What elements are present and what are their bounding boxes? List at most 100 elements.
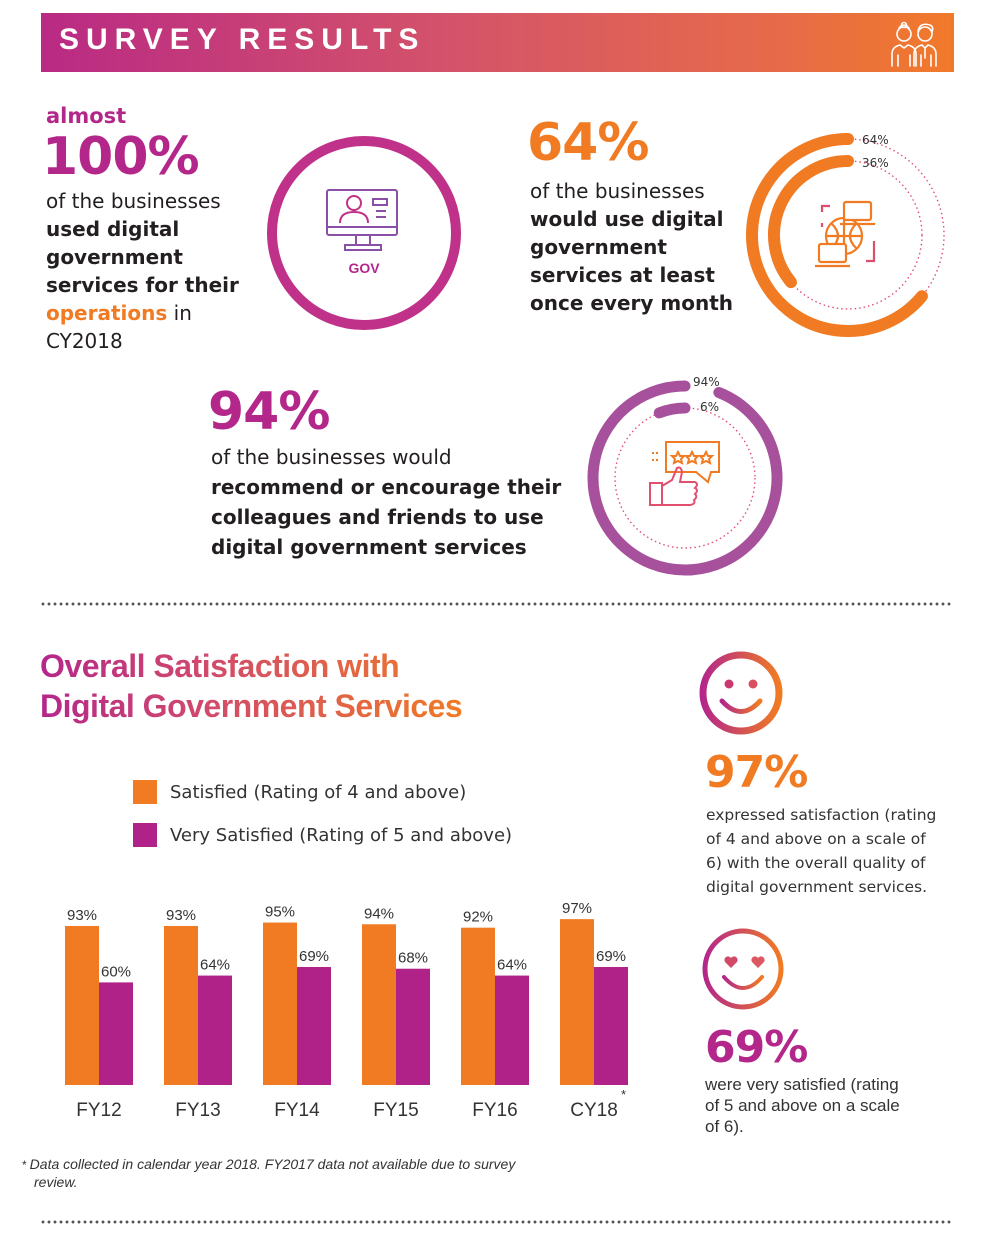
section-title: Overall Satisfaction with Digital Govern… (40, 646, 462, 726)
stat-usage-highlight-2: government (46, 245, 183, 269)
very-satisfied-text-2: of 5 and above on a scale (705, 1096, 900, 1115)
footnote-text-1: Data collected in calendar year 2018. FY… (29, 1156, 516, 1172)
satisfied-text-4: digital government services. (706, 878, 928, 896)
very-satisfied-value: 69% (705, 1022, 808, 1073)
category-label: FY14 (274, 1100, 320, 1121)
gov-label: GOV (348, 260, 380, 276)
very-satisfied-text-3: of 6). (705, 1117, 744, 1136)
section-title-line1: Overall Satisfaction with (40, 648, 400, 684)
legend-satisfied: Satisfied (Rating of 4 and above) (133, 780, 466, 804)
satisfied-text-3: 6) with the overall quality of (706, 854, 926, 872)
bar-value-label: 69% (299, 948, 329, 965)
people-icon (891, 21, 937, 67)
legend-label-satisfied: Satisfied (Rating of 4 and above) (170, 781, 467, 803)
bar-value-label: 94% (364, 905, 394, 922)
stat-recommend-highlight-1: recommend or encourage their (211, 475, 562, 499)
very-satisfied-description: were very satisfied (rating of 5 and abo… (705, 1074, 955, 1137)
ring-label-outer: 64% (862, 133, 889, 147)
bar-value-label: 92% (463, 909, 493, 926)
divider-top (40, 602, 952, 606)
stat-usage-year: CY2018 (46, 329, 123, 353)
bar-very-satisfied-fy16 (495, 975, 529, 1085)
legend-label-very-satisfied: Very Satisfied (Rating of 5 and above) (170, 824, 513, 846)
ring-arc-inner (653, 402, 691, 419)
stat-monthly: 64% of the businesses would use digital … (527, 113, 760, 317)
bar-satisfied-cy18 (560, 919, 594, 1085)
stat-monthly-highlight-3: services at least (530, 263, 715, 287)
stat-recommend-highlight-3: digital government services (211, 535, 527, 559)
globe-laptops-icon (815, 200, 876, 268)
category-label: FY15 (373, 1100, 418, 1121)
legend-very-satisfied: Very Satisfied (Rating of 5 and above) (133, 823, 512, 847)
bar-satisfied-fy12 (65, 925, 99, 1085)
ring-label-inner: 6% (700, 400, 719, 414)
bar-value-label: 60% (101, 963, 131, 980)
bar-very-satisfied-fy12 (99, 982, 133, 1085)
bar-very-satisfied-fy13 (198, 975, 232, 1085)
bar-value-label: 64% (200, 957, 230, 974)
bar-satisfied-fy16 (461, 927, 495, 1085)
stat-usage: almost 100% of the businesses used digit… (42, 103, 276, 355)
category-label: CY18 (570, 1100, 618, 1121)
stat-usage-suffix: in (167, 301, 192, 325)
stat-monthly-text: of the businesses (530, 179, 705, 203)
legend-swatch-satisfied (133, 780, 157, 804)
monthly-ring-chart: 64% 36% (746, 133, 945, 337)
ring-arc-outer (746, 133, 928, 337)
satisfied-text-1: expressed satisfaction (rating (706, 806, 937, 824)
bar-satisfied-fy14 (263, 922, 297, 1085)
satisfied-description: expressed satisfaction (rating of 4 and … (706, 803, 956, 899)
stat-usage-highlight-4: operations (46, 301, 168, 325)
bar-value-label: 93% (67, 907, 97, 924)
stat-monthly-highlight-4: once every month (530, 291, 734, 315)
bar-value-label: 97% (562, 900, 592, 917)
bar-value-label: 68% (398, 950, 428, 967)
stat-monthly-highlight-2: government (530, 235, 667, 259)
stat-recommend: 94% of the businesses would recommend or… (208, 382, 571, 562)
header-banner: SURVEY RESULTS (41, 13, 954, 72)
satisfied-value: 97% (705, 747, 808, 798)
computer-user-icon (326, 189, 398, 251)
category-label: FY13 (175, 1100, 220, 1121)
stat-monthly-value: 64% (527, 113, 649, 173)
recommend-ring-chart: 94% 6% (587, 375, 783, 576)
bar-very-satisfied-cy18 (594, 967, 628, 1085)
gov-ring: GOV (267, 136, 461, 330)
ring-label-outer: 94% (693, 375, 720, 389)
bar-satisfied-fy13 (164, 925, 198, 1085)
stat-usage-highlight-1: used digital (46, 217, 180, 241)
footnote: * Data collected in calendar year 2018. F… (22, 1156, 662, 1191)
bar-satisfied-fy15 (362, 924, 396, 1085)
page-title: SURVEY RESULTS (59, 23, 426, 56)
ring-arc-inner (768, 155, 854, 289)
bar-value-label: 95% (265, 904, 295, 921)
heart-eyes-face-icon (702, 928, 784, 1010)
very-satisfied-text-1: were very satisfied (rating (705, 1075, 899, 1094)
satisfaction-bar-chart: 93% 60% FY12 93% 64% FY13 95% 69% FY14 94% 68% FY15… (65, 900, 628, 1121)
category-label: FY16 (472, 1100, 517, 1121)
stat-monthly-highlight-1: would use digital (530, 207, 724, 231)
footnote-text-2: review. (34, 1174, 78, 1190)
footnote-mark: * (22, 1158, 27, 1172)
ring-arc-outer (587, 380, 783, 576)
bar-very-satisfied-fy14 (297, 967, 331, 1085)
stat-usage-value: 100% (42, 127, 200, 187)
stat-recommend-text: of the businesses would (211, 445, 452, 469)
stat-usage-text: of the businesses (46, 189, 221, 213)
divider-bottom (40, 1220, 952, 1224)
stat-usage-highlight-3: services for their (46, 273, 239, 297)
bar-value-label: 64% (497, 957, 527, 974)
ring-label-inner: 36% (862, 156, 889, 170)
section-title-line2: Digital Government Services (40, 688, 463, 724)
stat-recommend-highlight-2: colleagues and friends to use (211, 505, 544, 529)
smiley-face-icon (699, 651, 783, 735)
category-label: FY12 (76, 1100, 121, 1121)
stat-usage-prefix: almost (46, 104, 127, 128)
thumbs-up-stars-icon (649, 441, 720, 506)
bar-value-label: 93% (166, 907, 196, 924)
bar-very-satisfied-fy15 (396, 968, 430, 1085)
satisfied-text-2: of 4 and above on a scale of (706, 830, 926, 848)
stat-recommend-value: 94% (208, 382, 330, 442)
category-footnote-mark: * (621, 1087, 626, 1102)
bar-value-label: 69% (596, 948, 626, 965)
